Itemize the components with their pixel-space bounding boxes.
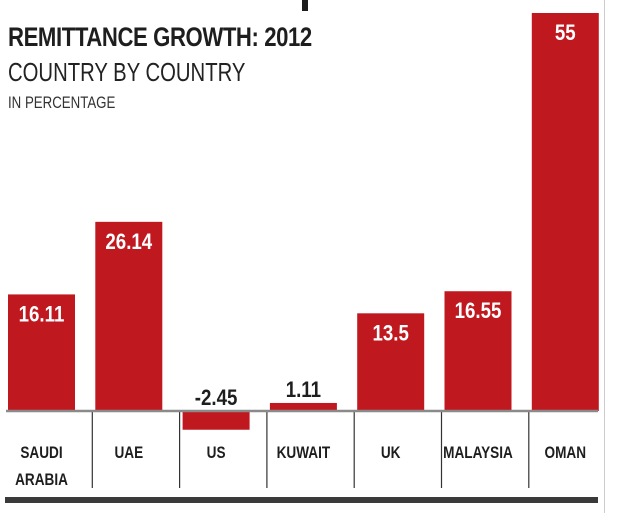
tick-label: US — [207, 444, 226, 463]
data-label: 1.11 — [286, 379, 321, 403]
data-label: 26.14 — [105, 231, 152, 255]
tick-label: UK — [381, 444, 401, 463]
unit-label: IN PERCENTAGE — [8, 93, 116, 112]
chart-title: REMITTANCE GROWTH: 2012 — [8, 22, 312, 52]
tick-label: ARABIA — [15, 471, 68, 490]
bar-saudi-arabia — [8, 294, 75, 411]
cropped-headline-fragment — [302, 0, 308, 11]
data-label: 16.55 — [455, 300, 502, 324]
tick-label: OMAN — [545, 444, 587, 463]
data-label: 13.5 — [373, 322, 409, 346]
bar-kuwait — [269, 402, 337, 411]
bar-uk — [357, 313, 425, 411]
data-label: 55 — [555, 22, 576, 46]
tick-label: MALAYSIA — [443, 444, 513, 463]
tick-label: KUWAIT — [277, 444, 331, 463]
bar-uae — [95, 221, 163, 411]
bar-us — [182, 412, 250, 430]
tick-label: UAE — [114, 444, 143, 463]
bar-malaysia — [444, 291, 512, 411]
bar-oman — [531, 13, 599, 411]
tick-label: SAUDI — [20, 444, 62, 463]
data-label: -2.45 — [195, 387, 238, 411]
data-label: 16.11 — [19, 303, 65, 327]
bottom-rule — [5, 497, 598, 503]
chart-subtitle: COUNTRY BY COUNTRY — [8, 57, 246, 87]
right-border — [604, 0, 605, 513]
